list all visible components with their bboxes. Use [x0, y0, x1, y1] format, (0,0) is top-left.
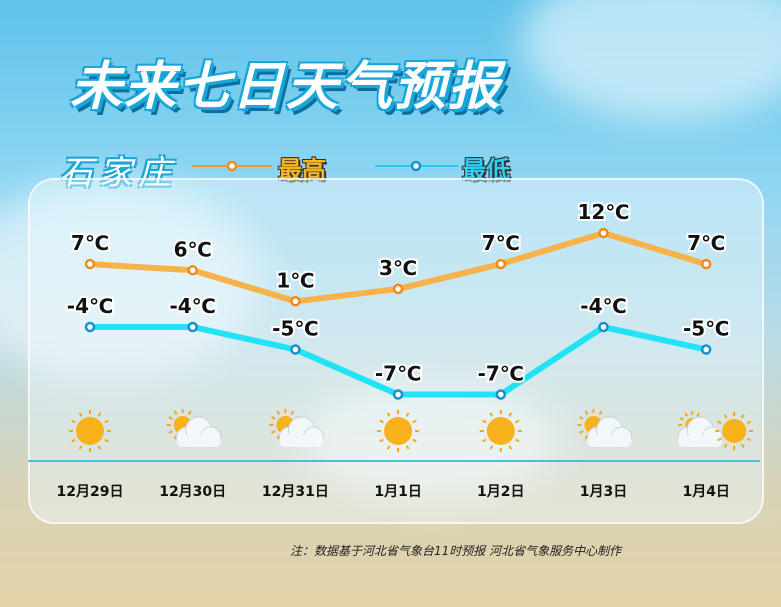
sun-ray [489, 445, 494, 450]
sun-ray [740, 443, 745, 448]
date-label: 12月31日 [262, 484, 329, 500]
low-point [700, 344, 712, 355]
city-name: 石家庄 [60, 153, 177, 192]
sun-ray [71, 438, 76, 443]
cloud-icon [678, 435, 723, 447]
low-point [187, 321, 198, 333]
page-title: 未来七日天气预报 [70, 57, 503, 117]
sun-ray [717, 437, 722, 442]
low-point [84, 321, 96, 333]
high-label: 7℃ [687, 231, 725, 255]
low-point [290, 344, 301, 355]
date-label: 1月1日 [374, 484, 421, 500]
sun-ray [412, 419, 417, 424]
sun-ray [684, 412, 689, 417]
sun-ray [271, 430, 276, 434]
high-point [187, 265, 198, 276]
sun-icon [76, 417, 104, 445]
date-label: 12月30日 [159, 484, 226, 500]
sun-ray [482, 438, 487, 443]
sun-ray [379, 419, 384, 424]
sun-ray [405, 445, 410, 450]
sun-ray [717, 420, 722, 425]
sun-ray [187, 410, 192, 416]
chart-panel [28, 178, 764, 524]
low-point [392, 389, 404, 400]
sun-ray [97, 445, 102, 450]
high-label: 3℃ [379, 256, 417, 280]
legend-low-dot [410, 160, 422, 172]
legend-high-dot [226, 160, 238, 172]
sun-ray [379, 438, 384, 443]
high-point [700, 258, 712, 270]
sun-ray [173, 410, 178, 416]
sun-ray [168, 416, 173, 420]
date-label: 1月2日 [477, 484, 524, 500]
sun-ray [740, 414, 745, 419]
high-point [290, 296, 301, 307]
sun-icon [486, 417, 515, 445]
sun-ray [386, 445, 391, 450]
sun-ray [290, 410, 295, 416]
cloud-icon [279, 435, 324, 447]
sun-ray [104, 438, 109, 443]
sun-ray [489, 412, 494, 417]
low-label: -5℃ [272, 317, 318, 341]
sun-ray [386, 412, 391, 417]
sun-ray [515, 438, 520, 443]
low-label: -4℃ [169, 294, 215, 318]
cloud-icon [587, 435, 632, 447]
sun-ray [412, 438, 417, 443]
sun-ray [679, 417, 685, 421]
sun-ray [723, 414, 728, 419]
sun-ray [508, 445, 513, 450]
low-label: -5℃ [683, 317, 729, 341]
sun-ray [71, 419, 76, 424]
sun-ray [508, 412, 513, 417]
footnote: 注：数据基于河北省气象台11时预报 河北省气象服务中心制作 [290, 544, 622, 558]
high-label: 7℃ [482, 231, 520, 255]
sun-ray [271, 416, 276, 420]
low-point [598, 321, 609, 333]
sun-ray [78, 445, 83, 450]
high-label: 7℃ [71, 231, 109, 255]
sun-ray [78, 412, 83, 417]
sun-ray [723, 443, 728, 448]
date-label: 1月3日 [580, 484, 627, 500]
low-label: -7℃ [478, 362, 524, 386]
sun-ray [97, 412, 102, 417]
sun-ray [696, 412, 701, 417]
sun-ray [104, 419, 109, 424]
sun-ray [276, 410, 281, 416]
high-label: 12℃ [577, 200, 629, 224]
low-label: -7℃ [375, 362, 421, 386]
sun-ray [168, 430, 173, 434]
date-label: 1月4日 [682, 484, 729, 500]
low-point [495, 389, 507, 400]
sun-ray [579, 416, 584, 420]
low-label: -4℃ [580, 294, 626, 318]
sun-ray [746, 420, 752, 425]
high-point [84, 258, 96, 270]
high-label: 6℃ [174, 237, 212, 261]
date-label: 12月29日 [57, 484, 124, 500]
low-label: -4℃ [67, 294, 113, 318]
sun-icon [384, 417, 413, 445]
sun-ray [746, 437, 752, 442]
cloud-icon [176, 435, 221, 447]
sun-ray [584, 410, 589, 416]
sun-ray [405, 412, 410, 417]
high-point [495, 258, 507, 270]
sun-ray [482, 419, 487, 424]
sun-icon [722, 419, 747, 443]
legend-lines [192, 160, 458, 172]
sun-ray [515, 419, 520, 424]
sun-ray [579, 430, 584, 434]
sun-ray [598, 410, 603, 416]
high-label: 1℃ [276, 268, 314, 292]
high-point [392, 283, 404, 295]
high-point [598, 227, 609, 239]
